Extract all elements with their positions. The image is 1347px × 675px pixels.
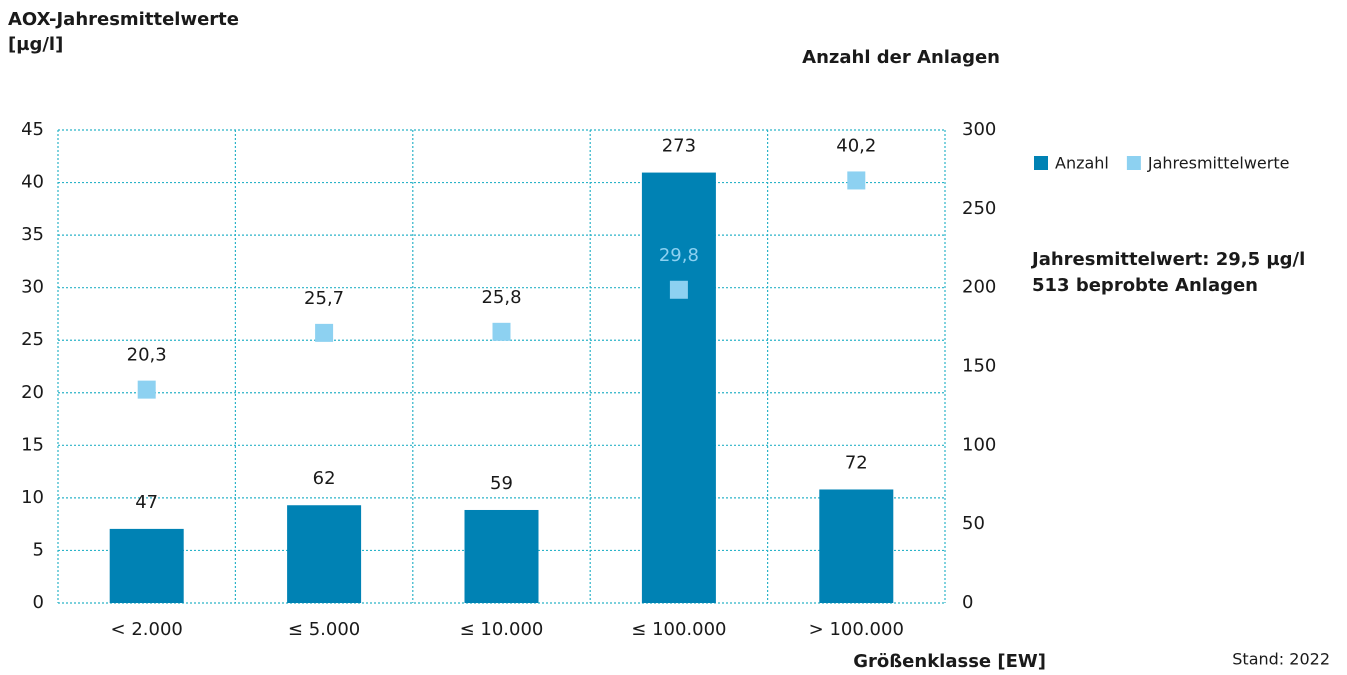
legend-swatch [1126,156,1141,170]
marker-value-label: 25,8 [481,287,521,308]
x-axis-title: Größenklasse [EW] [853,651,1046,672]
bar-value-label: 47 [135,492,158,513]
y2-tick-label: 200 [962,277,996,298]
x-tick-label: ≤ 100.000 [631,619,726,640]
marker [137,380,156,399]
y-tick-label: 20 [21,382,44,403]
annotation: Jahresmittelwert: 29,5 µg/l [1030,249,1305,270]
y-tick-label: 0 [33,592,44,613]
bar [819,489,894,603]
marker [315,323,334,342]
bar-value-label: 59 [490,473,513,494]
x-tick-label: ≤ 10.000 [460,619,544,640]
x-tick-label: > 100.000 [809,619,904,640]
legend-label: Jahresmittelwerte [1147,154,1290,173]
y2-tick-label: 0 [962,592,973,613]
bar [641,172,716,603]
y-tick-label: 10 [21,487,44,508]
marker-value-label: 29,8 [659,245,699,266]
y-tick-label: 45 [21,119,44,140]
bar-value-label: 273 [662,136,696,157]
y-tick-label: 15 [21,434,44,455]
y2-axis-title: Anzahl der Anlagen [802,47,1000,68]
y-axis-title: AOX-Jahresmittelwerte [8,9,239,30]
y2-tick-label: 300 [962,119,996,140]
marker [492,322,511,341]
marker-value-label: 25,7 [304,288,344,309]
y-tick-label: 30 [21,277,44,298]
note: Stand: 2022 [1232,650,1330,669]
bar [287,505,362,603]
y2-tick-label: 150 [962,356,996,377]
bar [464,509,539,603]
y-tick-label: 40 [21,172,44,193]
legend-swatch [1034,156,1048,170]
legend-label: Anzahl [1055,154,1109,173]
bar [109,528,184,603]
y2-tick-label: 250 [962,198,996,219]
y-tick-label: 5 [33,539,44,560]
y-tick-label: 25 [21,329,44,350]
marker [669,280,688,299]
x-tick-label: ≤ 5.000 [288,619,360,640]
annotation: 513 beprobte Anlagen [1032,275,1258,296]
bar-value-label: 62 [313,468,336,489]
x-tick-label: < 2.000 [111,619,183,640]
y-axis-title: [µg/l] [8,34,63,55]
y-tick-label: 35 [21,224,44,245]
marker-value-label: 40,2 [836,135,876,156]
bar-value-label: 72 [845,452,868,473]
y2-tick-label: 50 [962,513,985,534]
y2-tick-label: 100 [962,434,996,455]
marker-value-label: 20,3 [127,345,167,366]
marker [847,171,866,190]
